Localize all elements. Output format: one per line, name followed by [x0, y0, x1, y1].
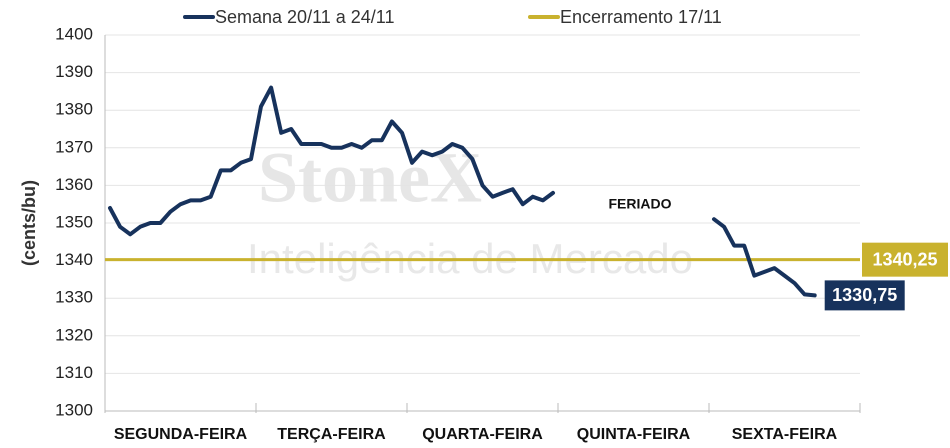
reference-label: 1340,25: [872, 249, 937, 269]
watermark: StoneX: [258, 138, 482, 218]
x-tick-label: QUARTA-FEIRA: [422, 426, 543, 443]
x-tick-label: QUINTA-FEIRA: [577, 426, 691, 443]
y-tick-label: 1310: [55, 363, 93, 382]
legend-label: Encerramento 17/11: [560, 7, 722, 27]
annotation: FERIADO: [609, 196, 672, 212]
legend-label: Semana 20/11 a 24/11: [215, 7, 394, 27]
y-tick-label: 1350: [55, 212, 93, 231]
x-tick-label: SEXTA-FEIRA: [732, 426, 838, 443]
x-tick-label: SEGUNDA-FEIRA: [114, 426, 248, 443]
y-tick-label: 1400: [55, 24, 93, 43]
y-tick-label: 1360: [55, 175, 93, 194]
y-axis-label: (cents/bu): [19, 180, 39, 266]
reference-label-box: [862, 242, 948, 277]
x-tick-label: TERÇA-FEIRA: [277, 426, 386, 443]
end-label-box: [824, 280, 905, 311]
y-tick-label: 1390: [55, 62, 93, 81]
y-tick-label: 1370: [55, 137, 93, 156]
series-line: [108, 85, 817, 298]
y-tick-label: 1320: [55, 325, 93, 344]
end-label: 1330,75: [832, 285, 897, 305]
y-tick-label: 1340: [55, 250, 93, 269]
y-tick-label: 1330: [55, 288, 93, 307]
y-tick-label: 1380: [55, 100, 93, 119]
y-tick-label: 1300: [55, 400, 93, 419]
